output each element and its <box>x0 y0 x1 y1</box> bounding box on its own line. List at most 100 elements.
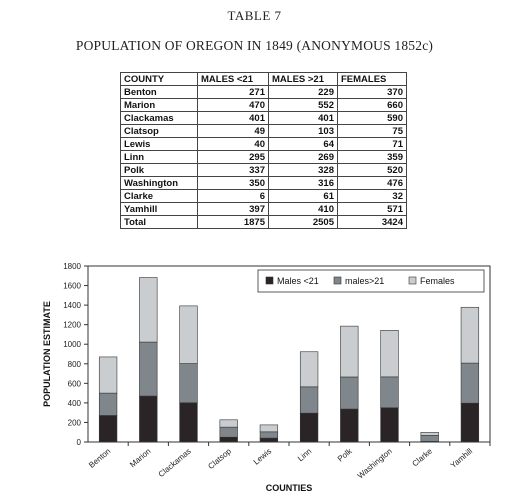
bar-segment <box>139 341 158 397</box>
bar-segment <box>98 356 118 394</box>
bar-segment <box>340 325 359 378</box>
cell-total: 1875 <box>197 215 269 229</box>
chart-bars <box>98 277 480 443</box>
cell-county: Linn <box>120 150 198 164</box>
cell-value: 410 <box>268 202 338 216</box>
cell-value: 397 <box>197 202 269 216</box>
cell-value: 32 <box>337 189 407 203</box>
cell-value: 350 <box>197 176 269 190</box>
x-tick-label: Lewis <box>252 447 273 467</box>
cell-county: Washington <box>120 176 198 190</box>
bar-segment <box>460 306 480 364</box>
y-tick-label: 400 <box>68 399 82 408</box>
y-tick-label: 800 <box>68 360 82 369</box>
cell-value: 476 <box>337 176 407 190</box>
cell-county: Clarke <box>120 189 198 203</box>
y-tick-label: 1200 <box>63 321 81 330</box>
bar-segment <box>460 402 480 443</box>
cell-value: 337 <box>197 163 269 177</box>
cell-value: 64 <box>268 137 338 151</box>
bar-segment <box>299 351 319 388</box>
y-axis-label: POPULATION ESTIMATE <box>42 301 52 407</box>
cell-value: 40 <box>197 137 269 151</box>
bar-segment <box>179 402 198 443</box>
cell-value: 49 <box>197 124 269 138</box>
cell-county: Benton <box>120 85 198 99</box>
cell-total: 2505 <box>268 215 338 229</box>
cell-value: 61 <box>268 189 338 203</box>
bar-segment <box>380 330 399 378</box>
x-axis-ticks: Benton Marion Clackamas Clatsop Lewis Linn Pol… <box>87 442 491 481</box>
cell-value: 552 <box>268 98 338 112</box>
table-row: Polk 337 328 520 <box>120 163 407 177</box>
chart-legend: Males <21 males>21 Females <box>257 269 485 293</box>
header-males-under-21: MALES <21 <box>197 72 269 86</box>
cell-county: Yamhill <box>120 202 198 216</box>
header-males-over-21: MALES >21 <box>268 72 338 86</box>
legend-swatch <box>265 276 274 285</box>
bar-segment <box>340 376 359 410</box>
cell-value: 271 <box>197 85 269 99</box>
y-tick-label: 200 <box>68 418 82 427</box>
bar-segment <box>179 363 198 404</box>
table-row: Clarke 6 61 32 <box>120 189 407 203</box>
cell-county: Clackamas <box>120 111 198 125</box>
table-row: Washington 350 316 476 <box>120 176 407 190</box>
bar-segment <box>219 436 238 443</box>
x-tick-label: Marion <box>128 447 153 470</box>
cell-value: 269 <box>268 150 338 164</box>
bar-segment <box>179 305 198 364</box>
header-females: FEMALES <box>337 72 407 86</box>
y-tick-label: 600 <box>68 379 82 388</box>
cell-value: 401 <box>197 111 269 125</box>
y-tick-label: 1400 <box>63 301 81 310</box>
x-tick-label: Clackamas <box>157 447 193 479</box>
plot-frame <box>87 265 491 443</box>
cell-county: Marion <box>120 98 198 112</box>
cell-county: Clatsop <box>120 124 198 138</box>
bar-segment <box>299 412 319 443</box>
bar-segment <box>380 376 399 409</box>
cell-value: 590 <box>337 111 407 125</box>
cell-total-label: Total <box>120 215 198 229</box>
y-tick-label: 1000 <box>63 340 81 349</box>
y-tick-label: 1800 <box>63 262 81 271</box>
population-stacked-bar-chart: 0 200 400 600 800 1000 1200 1400 1600 1800 Benton… <box>42 262 491 493</box>
bar-segment <box>420 435 439 442</box>
cell-value: 470 <box>197 98 269 112</box>
cell-value: 328 <box>268 163 338 177</box>
x-tick-label: Washington <box>356 447 394 481</box>
table-row: Yamhill 397 410 571 <box>120 202 407 216</box>
legend-label: Males <21 <box>277 276 319 286</box>
bar-segment <box>219 426 238 438</box>
cell-value: 103 <box>268 124 338 138</box>
legend-label: Females <box>420 276 455 286</box>
bar-segment <box>340 408 359 443</box>
bar-segment <box>380 407 399 443</box>
bar-segment <box>219 419 238 428</box>
table-row: Clackamas 401 401 590 <box>120 111 407 125</box>
table-title: TABLE 7 <box>227 8 282 23</box>
x-tick-label: Clarke <box>410 446 434 468</box>
bar-segment <box>460 362 480 404</box>
cell-value: 520 <box>337 163 407 177</box>
bar-segment <box>420 432 439 436</box>
table-row: Clatsop 49 103 75 <box>120 124 407 138</box>
bar-segment <box>299 386 319 414</box>
cell-total: 3424 <box>337 215 407 229</box>
page-subtitle: POPULATION OF OREGON IN 1849 (ANONYMOUS … <box>75 38 434 53</box>
legend-swatch <box>408 276 417 285</box>
bar-segment <box>259 437 279 443</box>
bar-segment <box>98 415 118 443</box>
cell-value: 6 <box>197 189 269 203</box>
bar-segment <box>259 424 279 433</box>
legend-box <box>257 269 485 293</box>
cell-value: 571 <box>337 202 407 216</box>
cell-value: 75 <box>337 124 407 138</box>
cell-value: 660 <box>337 98 407 112</box>
table-header-row: COUNTY MALES <21 MALES >21 FEMALES <box>120 72 407 86</box>
x-tick-label: Linn <box>296 447 313 464</box>
cell-county: Polk <box>120 163 198 177</box>
cell-value: 71 <box>337 137 407 151</box>
x-tick-label: Polk <box>336 446 354 464</box>
